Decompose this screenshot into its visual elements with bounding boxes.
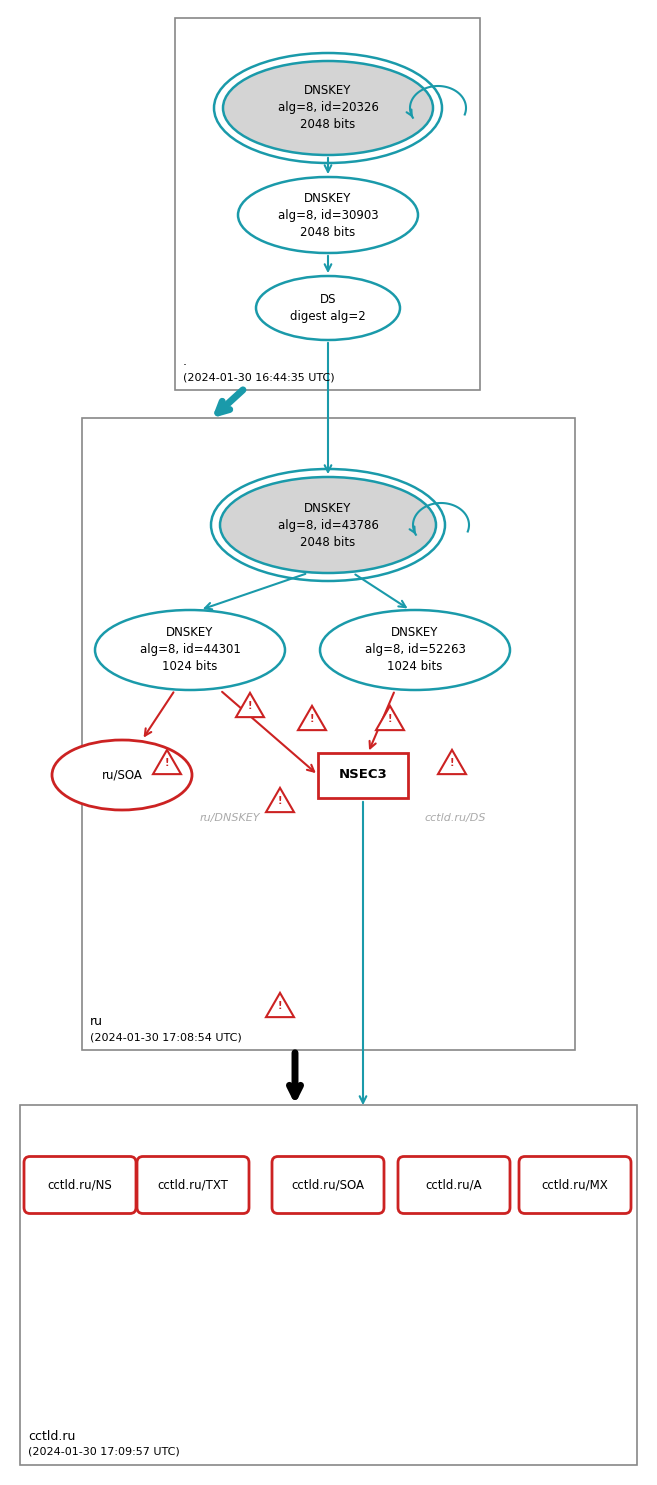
Polygon shape [153, 750, 181, 774]
Text: ru: ru [90, 1016, 103, 1028]
Text: !: ! [278, 1001, 283, 1011]
Polygon shape [236, 693, 264, 717]
FancyBboxPatch shape [24, 1157, 136, 1213]
Polygon shape [266, 789, 294, 812]
Ellipse shape [256, 276, 400, 340]
Text: DS
digest alg=2: DS digest alg=2 [290, 293, 366, 324]
Ellipse shape [95, 610, 285, 691]
FancyBboxPatch shape [519, 1157, 631, 1213]
Polygon shape [376, 705, 404, 731]
FancyBboxPatch shape [137, 1157, 249, 1213]
Text: !: ! [248, 701, 252, 711]
Polygon shape [438, 750, 466, 774]
Text: DNSKEY
alg=8, id=44301
1024 bits: DNSKEY alg=8, id=44301 1024 bits [139, 627, 240, 674]
Text: cctld.ru/SOA: cctld.ru/SOA [292, 1179, 365, 1191]
Text: ru/SOA: ru/SOA [102, 769, 143, 781]
Text: cctld.ru/DS: cctld.ru/DS [424, 812, 486, 823]
FancyBboxPatch shape [318, 753, 408, 797]
Text: !: ! [165, 759, 170, 768]
Ellipse shape [238, 177, 418, 252]
Text: cctld.ru/NS: cctld.ru/NS [47, 1179, 112, 1191]
Text: cctld.ru: cctld.ru [28, 1430, 76, 1443]
Text: !: ! [309, 714, 314, 725]
FancyBboxPatch shape [20, 1105, 637, 1466]
Text: cctld.ru/MX: cctld.ru/MX [541, 1179, 608, 1191]
Text: DNSKEY
alg=8, id=20326
2048 bits: DNSKEY alg=8, id=20326 2048 bits [277, 85, 378, 132]
Text: DNSKEY
alg=8, id=30903
2048 bits: DNSKEY alg=8, id=30903 2048 bits [278, 192, 378, 239]
Text: DNSKEY
alg=8, id=43786
2048 bits: DNSKEY alg=8, id=43786 2048 bits [277, 502, 378, 548]
Text: !: ! [278, 796, 283, 806]
Text: !: ! [388, 714, 392, 725]
Text: (2024-01-30 17:09:57 UTC): (2024-01-30 17:09:57 UTC) [28, 1446, 180, 1457]
FancyBboxPatch shape [398, 1157, 510, 1213]
Text: cctld.ru/A: cctld.ru/A [426, 1179, 482, 1191]
Polygon shape [266, 993, 294, 1017]
FancyBboxPatch shape [175, 18, 480, 391]
FancyBboxPatch shape [272, 1157, 384, 1213]
Text: (2024-01-30 17:08:54 UTC): (2024-01-30 17:08:54 UTC) [90, 1032, 242, 1042]
Text: cctld.ru/TXT: cctld.ru/TXT [158, 1179, 229, 1191]
Text: NSEC3: NSEC3 [338, 769, 388, 781]
Text: .: . [183, 355, 187, 368]
Ellipse shape [223, 61, 433, 154]
Polygon shape [298, 705, 326, 731]
Ellipse shape [52, 740, 192, 809]
Text: (2024-01-30 16:44:35 UTC): (2024-01-30 16:44:35 UTC) [183, 373, 334, 382]
Ellipse shape [320, 610, 510, 691]
Text: ru/DNSKEY: ru/DNSKEY [200, 812, 260, 823]
Ellipse shape [220, 477, 436, 573]
Text: DNSKEY
alg=8, id=52263
1024 bits: DNSKEY alg=8, id=52263 1024 bits [365, 627, 465, 674]
Text: !: ! [450, 759, 454, 768]
FancyBboxPatch shape [82, 417, 575, 1050]
